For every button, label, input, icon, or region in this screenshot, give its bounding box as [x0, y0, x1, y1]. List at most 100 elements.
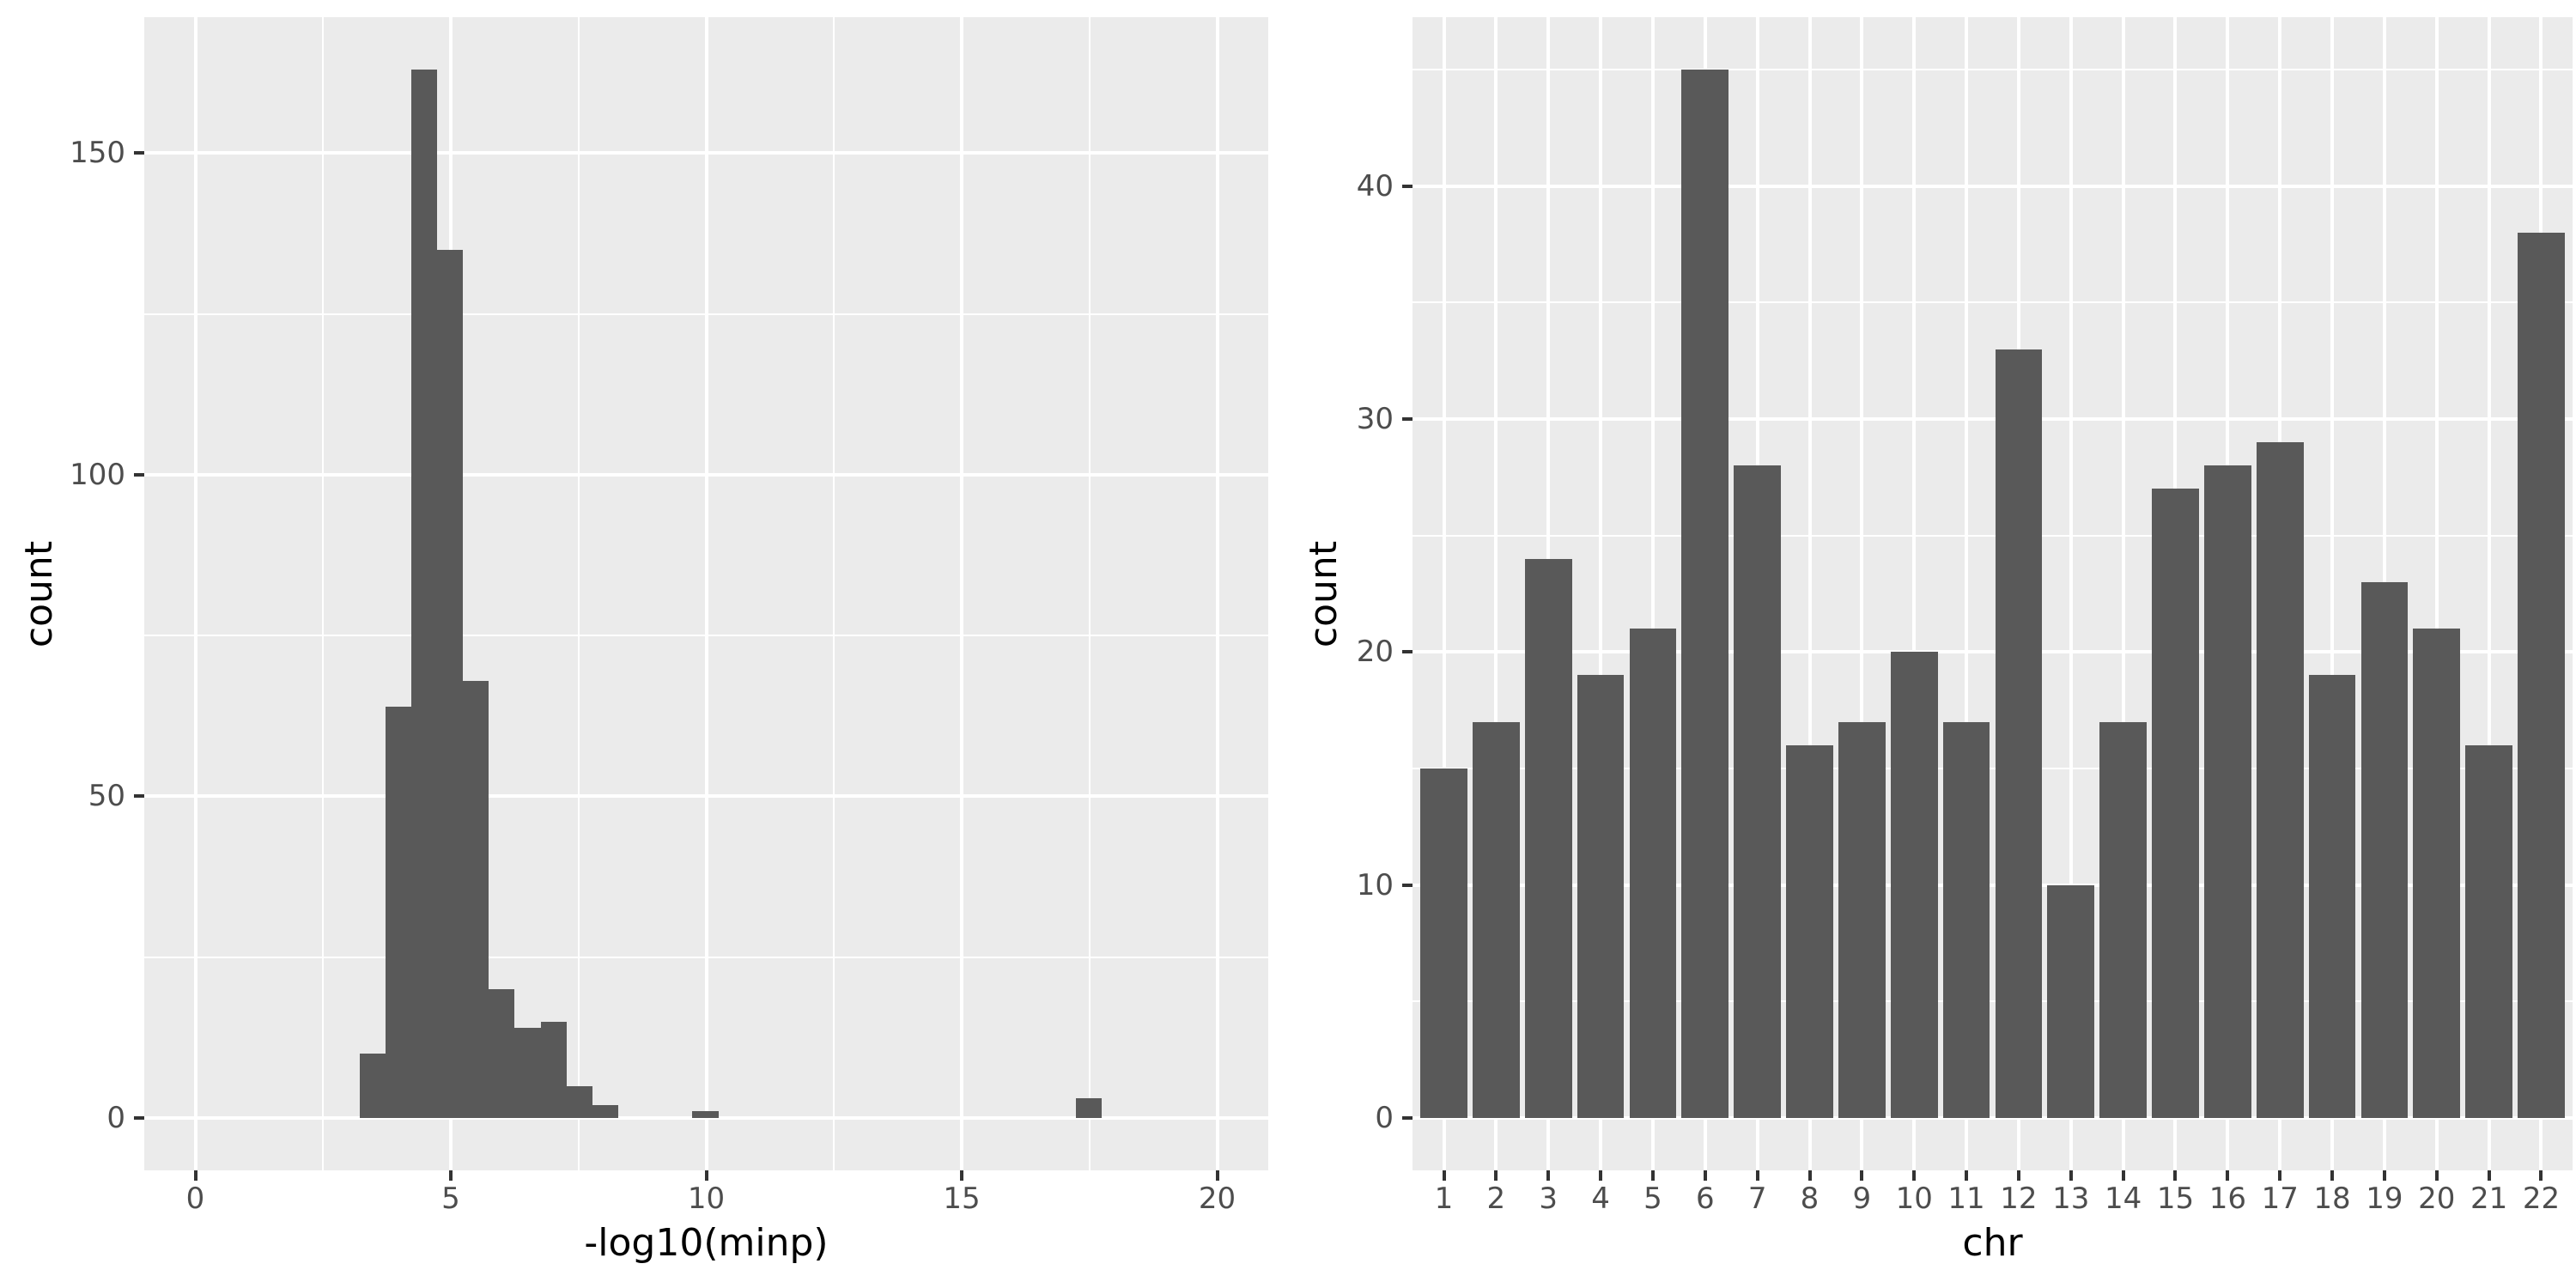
right-major-gridline-x: [1650, 17, 1655, 1170]
right-y-tick-mark: [1402, 417, 1413, 421]
right-minor-gridline-y: [1413, 1000, 2573, 1003]
right-x-tick-mark: [1807, 1170, 1812, 1181]
bar-chr-22: [2518, 232, 2565, 1118]
left-y-tick-label: 100: [70, 457, 125, 492]
right-x-tick-label: 5: [1643, 1182, 1662, 1216]
right-major-gridline-x: [2487, 17, 2491, 1170]
right-major-gridline-x: [1912, 17, 1917, 1170]
right-x-tick-label: 20: [2418, 1182, 2456, 1216]
right-major-gridline-x: [1494, 17, 1498, 1170]
left-chart-x-axis-title: -log10(minp): [584, 1221, 829, 1265]
left-minor-gridline-x: [1088, 17, 1091, 1170]
right-major-gridline-y: [1413, 417, 2573, 421]
right-y-tick-mark: [1402, 184, 1413, 188]
right-x-tick-label: 4: [1591, 1182, 1610, 1216]
right-x-tick-mark: [2330, 1170, 2335, 1181]
right-x-tick-label: 6: [1695, 1182, 1715, 1216]
bar-chr-8: [1786, 744, 1833, 1118]
left-x-tick-mark: [449, 1170, 453, 1181]
right-x-tick-mark: [2069, 1170, 2073, 1181]
left-x-tick-mark: [704, 1170, 708, 1181]
right-x-tick-label: 3: [1539, 1182, 1558, 1216]
histogram-bar: [463, 680, 489, 1118]
left-y-tick-label: 0: [106, 1100, 125, 1135]
right-x-tick-mark: [2121, 1170, 2125, 1181]
right-x-tick-mark: [1755, 1170, 1759, 1181]
bar-chr-9: [1838, 721, 1886, 1118]
right-x-tick-label: 18: [2313, 1182, 2351, 1216]
bar-chr-20: [2413, 629, 2461, 1118]
bar-chr-7: [1734, 465, 1782, 1118]
right-x-tick-label: 21: [2470, 1182, 2508, 1216]
right-x-tick-mark: [2016, 1170, 2020, 1181]
left-y-tick-label: 150: [70, 136, 125, 171]
right-x-tick-mark: [1965, 1170, 1969, 1181]
right-x-tick-label: 22: [2522, 1182, 2561, 1216]
right-major-gridline-y: [1413, 650, 2573, 654]
bar-chr-3: [1524, 558, 1572, 1118]
right-x-tick-label: 11: [1947, 1182, 1985, 1216]
right-minor-gridline-y: [1413, 69, 2573, 71]
right-major-gridline-x: [2069, 17, 2073, 1170]
right-y-tick-label: 40: [1356, 168, 1394, 204]
right-y-tick-label: 30: [1356, 402, 1394, 436]
left-y-tick-mark: [134, 151, 144, 155]
right-x-tick-label: 2: [1486, 1182, 1506, 1216]
bar-chr-6: [1681, 70, 1729, 1118]
right-y-tick-label: 0: [1375, 1100, 1394, 1135]
histogram-bar: [566, 1085, 592, 1118]
left-minor-gridline-x: [322, 17, 325, 1170]
right-major-gridline-x: [1807, 17, 1812, 1170]
bar-chr-18: [2308, 675, 2356, 1118]
bar-chr-19: [2360, 581, 2409, 1118]
right-y-tick-mark: [1402, 1115, 1413, 1120]
right-x-tick-mark: [1494, 1170, 1498, 1181]
left-major-gridline-x: [193, 17, 197, 1170]
right-minor-gridline-y: [1413, 534, 2573, 537]
bar-chr-12: [1995, 349, 2043, 1118]
right-x-tick-label: 8: [1800, 1182, 1820, 1216]
bar-chr-13: [2047, 884, 2095, 1118]
left-chart-y-axis-title: count: [17, 540, 61, 647]
right-major-gridline-x: [2121, 17, 2125, 1170]
left-major-gridline-x: [1215, 17, 1219, 1170]
right-x-tick-mark: [2382, 1170, 2386, 1181]
left-y-tick-mark: [134, 794, 144, 799]
left-major-gridline-x: [960, 17, 963, 1170]
right-major-gridline-x: [2330, 17, 2335, 1170]
right-x-tick-label: 16: [2208, 1182, 2246, 1216]
bar-chr-16: [2203, 465, 2251, 1118]
right-x-tick-label: 10: [1895, 1182, 1933, 1216]
histogram-bar: [540, 1021, 567, 1118]
left-x-tick-label: 20: [1198, 1182, 1236, 1216]
right-minor-gridline-y: [1413, 767, 2573, 769]
histogram-bar: [411, 70, 438, 1118]
right-x-tick-mark: [1703, 1170, 1707, 1181]
left-x-tick-label: 5: [441, 1182, 460, 1216]
histogram-bar: [437, 249, 464, 1118]
left-y-tick-mark: [134, 472, 144, 477]
left-major-gridline-x: [704, 17, 708, 1170]
bar-chr-17: [2256, 442, 2304, 1118]
right-major-gridline-y: [1413, 184, 2573, 188]
right-y-tick-mark: [1402, 883, 1413, 887]
histogram-bar: [386, 706, 412, 1118]
right-major-gridline-y: [1413, 883, 2573, 887]
right-minor-gridline-y: [1413, 301, 2573, 304]
right-x-tick-mark: [1650, 1170, 1655, 1181]
bar-chr-15: [2152, 489, 2199, 1118]
left-minor-gridline-x: [577, 17, 580, 1170]
bar-chr-10: [1890, 652, 1938, 1118]
histogram-bar: [359, 1054, 386, 1118]
right-x-tick-mark: [1912, 1170, 1917, 1181]
bar-chr-21: [2465, 744, 2512, 1118]
right-x-tick-mark: [2487, 1170, 2491, 1181]
left-minor-gridline-x: [833, 17, 835, 1170]
right-x-tick-mark: [1546, 1170, 1551, 1181]
left-x-tick-mark: [960, 1170, 963, 1181]
right-x-tick-label: 13: [2052, 1182, 2090, 1216]
bar-chr-4: [1577, 675, 1625, 1118]
right-x-tick-mark: [2539, 1170, 2543, 1181]
right-x-tick-label: 1: [1434, 1182, 1454, 1216]
